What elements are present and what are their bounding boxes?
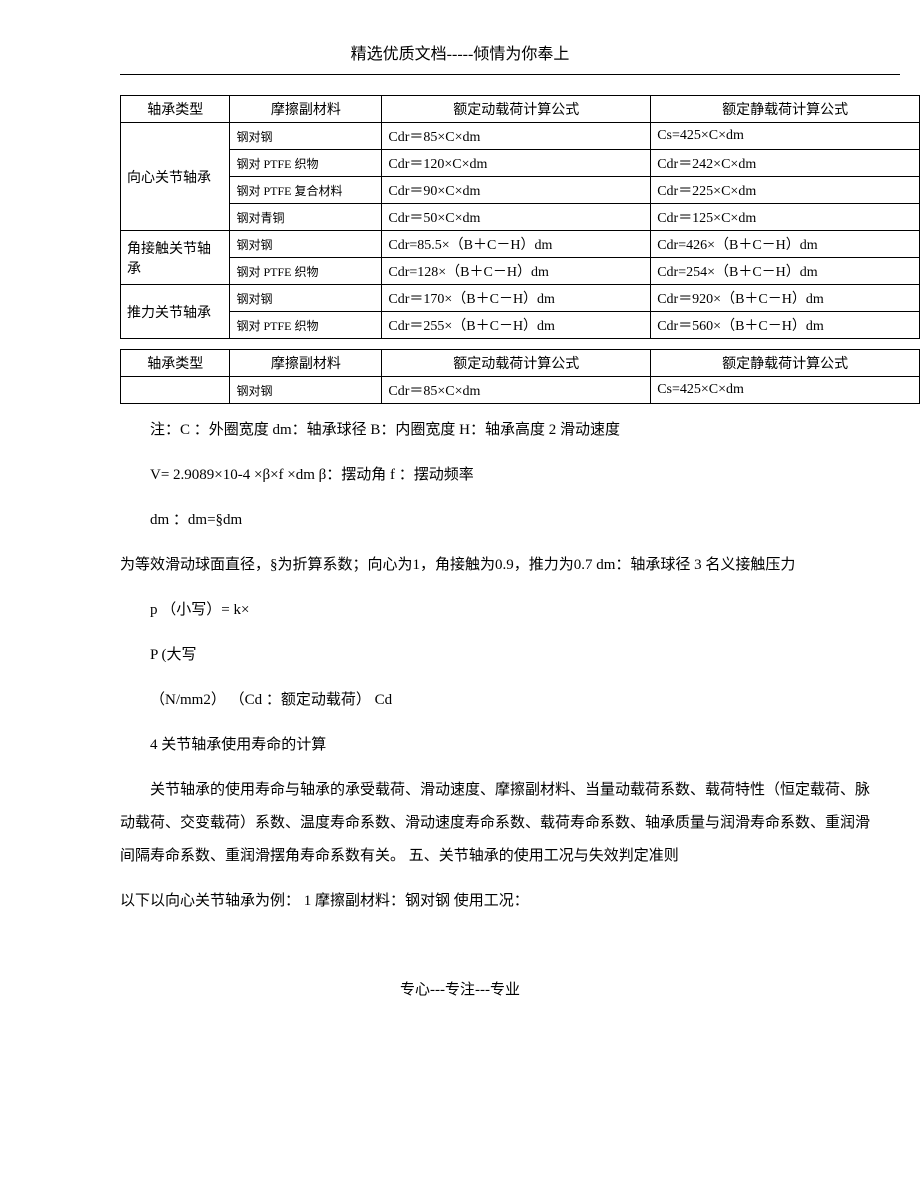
load-formula-table-1: 轴承类型 摩擦副材料 额定动载荷计算公式 额定静载荷计算公式 向心关节轴承 钢对… bbox=[120, 95, 920, 339]
nmm-line: （N/mm2） （Cd ：额定动载荷） Cd bbox=[120, 684, 880, 717]
cell-mat: 钢对钢 bbox=[230, 285, 382, 312]
th-material: 摩擦副材料 bbox=[230, 96, 382, 123]
note-line: 注：C ：外圈宽度 dm：轴承球径 B：内圈宽度 H：轴承高度 2 滑动速度 bbox=[120, 414, 880, 447]
th-type: 轴承类型 bbox=[121, 96, 230, 123]
cell-mat: 钢对钢 bbox=[230, 377, 382, 404]
cell-dyn: Cdr＝170×（B＋C－H）dm bbox=[382, 285, 651, 312]
cell-type bbox=[121, 377, 230, 404]
cell-mat: 钢对 PTFE 织物 bbox=[230, 150, 382, 177]
cell-stat: Cs=425×C×dm bbox=[651, 123, 920, 150]
cell-stat: Cdr=254×（B＋C－H）dm bbox=[651, 258, 920, 285]
cell-stat: Cdr＝125×C×dm bbox=[651, 204, 920, 231]
header-divider bbox=[120, 74, 900, 75]
th-static: 额定静载荷计算公式 bbox=[651, 96, 920, 123]
page-footer: 专心---专注---专业 bbox=[20, 978, 900, 999]
cell-mat: 钢对 PTFE 织物 bbox=[230, 312, 382, 339]
th-dynamic: 额定动载荷计算公式 bbox=[382, 96, 651, 123]
cell-dyn: Cdr=85.5×（B＋C－H）dm bbox=[382, 231, 651, 258]
dm-line: dm ：dm=§dm bbox=[120, 504, 880, 537]
cell-type: 向心关节轴承 bbox=[121, 123, 230, 231]
cell-stat: Cdr＝242×C×dm bbox=[651, 150, 920, 177]
cell-dyn: Cdr=128×（B＋C－H）dm bbox=[382, 258, 651, 285]
cell-mat: 钢对青铜 bbox=[230, 204, 382, 231]
dm-desc-line: 为等效滑动球面直径，§为折算系数；向心为1，角接触为0.9，推力为0.7 dm：… bbox=[120, 549, 880, 582]
cell-dyn: Cdr＝120×C×dm bbox=[382, 150, 651, 177]
cell-stat: Cdr＝560×（B＋C－H）dm bbox=[651, 312, 920, 339]
cell-dyn: Cdr＝50×C×dm bbox=[382, 204, 651, 231]
p-lower-line: p （小写）= k× bbox=[120, 594, 880, 627]
th-material: 摩擦副材料 bbox=[230, 350, 382, 377]
cell-type: 推力关节轴承 bbox=[121, 285, 230, 339]
main-paragraph: 关节轴承的使用寿命与轴承的承受载荷、滑动速度、摩擦副材料、当量动载荷系数、载荷特… bbox=[120, 774, 880, 873]
cell-mat: 钢对 PTFE 复合材料 bbox=[230, 177, 382, 204]
page-header: 精选优质文档-----倾情为你奉上 bbox=[20, 40, 900, 64]
cell-mat: 钢对 PTFE 织物 bbox=[230, 258, 382, 285]
cell-dyn: Cdr＝255×（B＋C－H）dm bbox=[382, 312, 651, 339]
footer-text: 专心---专注---专业 bbox=[400, 982, 520, 998]
header-title: 精选优质文档-----倾情为你奉上 bbox=[351, 46, 570, 63]
example-line: 以下以向心关节轴承为例： 1 摩擦副材料：钢对钢 使用工况： bbox=[120, 885, 880, 918]
cell-mat: 钢对钢 bbox=[230, 123, 382, 150]
th-type: 轴承类型 bbox=[121, 350, 230, 377]
velocity-line: V= 2.9089×10-4 ×β×f ×dm β：摆动角 f ：摆动频率 bbox=[120, 459, 880, 492]
cell-type: 角接触关节轴承 bbox=[121, 231, 230, 285]
cell-stat: Cdr=426×（B＋C－H）dm bbox=[651, 231, 920, 258]
p-upper-line: P (大写 bbox=[120, 639, 880, 672]
cell-stat: Cdr＝225×C×dm bbox=[651, 177, 920, 204]
cell-dyn: Cdr＝90×C×dm bbox=[382, 177, 651, 204]
body-content: 注：C ：外圈宽度 dm：轴承球径 B：内圈宽度 H：轴承高度 2 滑动速度 V… bbox=[120, 414, 880, 918]
cell-stat: Cdr＝920×（B＋C－H）dm bbox=[651, 285, 920, 312]
th-static: 额定静载荷计算公式 bbox=[651, 350, 920, 377]
load-formula-table-2: 轴承类型 摩擦副材料 额定动载荷计算公式 额定静载荷计算公式 钢对钢 Cdr＝8… bbox=[120, 349, 920, 404]
cell-stat: Cs=425×C×dm bbox=[651, 377, 920, 404]
section4-line: 4 关节轴承使用寿命的计算 bbox=[120, 729, 880, 762]
cell-dyn: Cdr＝85×C×dm bbox=[382, 123, 651, 150]
th-dynamic: 额定动载荷计算公式 bbox=[382, 350, 651, 377]
cell-dyn: Cdr＝85×C×dm bbox=[382, 377, 651, 404]
cell-mat: 钢对钢 bbox=[230, 231, 382, 258]
